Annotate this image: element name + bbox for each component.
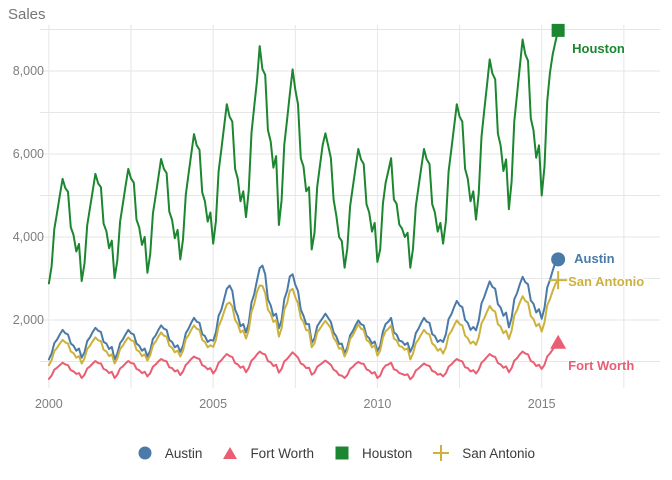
series-end-label-san-antonio: San Antonio — [568, 274, 645, 290]
fort-worth-triangle-icon — [223, 447, 238, 459]
legend-item-fort-worth[interactable]: Fort Worth — [222, 445, 314, 461]
x-tick-label: 2015 — [528, 397, 556, 411]
series-end-label-austin: Austin — [574, 251, 615, 267]
chart-title: Sales — [8, 6, 46, 23]
x-tick-label: 2005 — [199, 397, 227, 411]
austin-circle-icon — [138, 446, 152, 460]
y-tick-label: 4,000 — [13, 230, 44, 244]
legend-label-san-antonio: San Antonio — [462, 445, 536, 461]
series-end-marker-san-antonio[interactable] — [549, 271, 568, 290]
y-tick-label: 2,000 — [13, 313, 44, 327]
series-end-marker-fort-worth[interactable] — [550, 334, 567, 349]
series-line-austin[interactable] — [47, 258, 560, 361]
series-line-fort-worth[interactable] — [47, 341, 560, 381]
san-antonio-plus-icon — [433, 445, 450, 461]
series-line-houston[interactable] — [47, 29, 560, 285]
series-end-marker-austin[interactable] — [551, 252, 566, 267]
legend-item-houston[interactable]: Houston — [334, 445, 412, 461]
y-tick-label: 8,000 — [13, 64, 44, 78]
plot-area: 2000 2005 2010 2015 2,000 4,000 6,000 8,000 — [13, 23, 660, 411]
series-line-san-antonio[interactable] — [47, 279, 560, 367]
legend-label-fort-worth: Fort Worth — [250, 445, 314, 461]
series-end-label-fort-worth: Fort Worth — [568, 357, 635, 373]
series-end-label-houston: Houston — [572, 41, 625, 57]
legend-label-austin: Austin — [164, 445, 203, 461]
x-tick-label: 2000 — [35, 397, 63, 411]
legend-item-san-antonio[interactable]: San Antonio — [432, 444, 535, 462]
y-tick-label: 6,000 — [13, 147, 44, 161]
legend: Austin Fort Worth Houston San Antonio — [0, 444, 672, 462]
x-tick-label: 2010 — [364, 397, 392, 411]
series-end-marker-houston[interactable] — [551, 23, 565, 37]
legend-item-austin[interactable]: Austin — [137, 445, 203, 461]
legend-label-houston: Houston — [361, 445, 413, 461]
houston-square-icon — [335, 446, 349, 460]
